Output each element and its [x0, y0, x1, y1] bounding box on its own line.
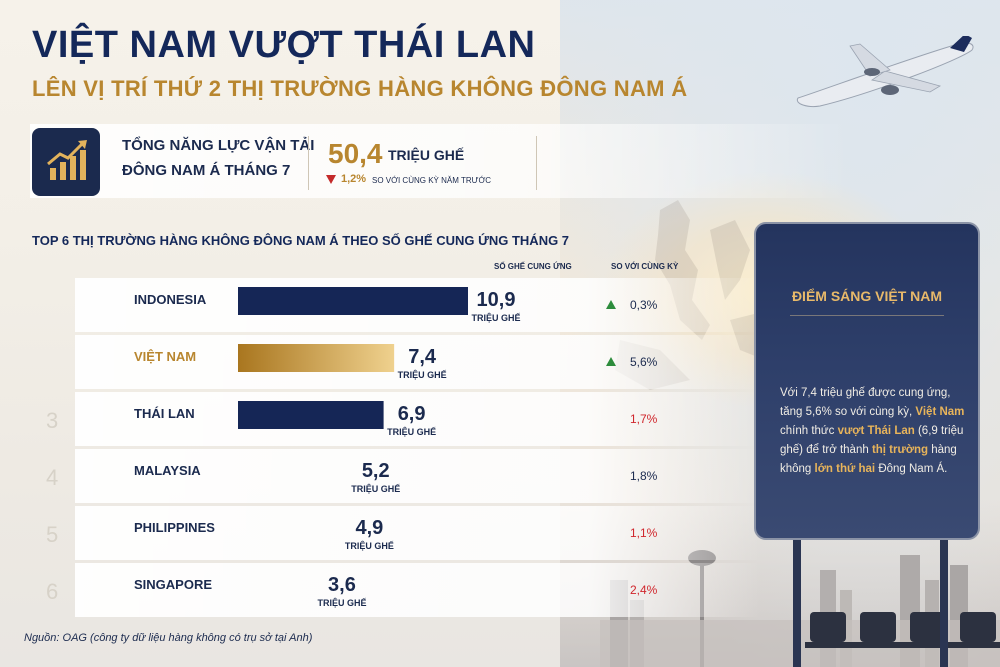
- panel-highlight-text: lớn thứ hai: [814, 463, 876, 475]
- change-label: 5,6%: [630, 355, 658, 369]
- panel-divider: [790, 315, 944, 316]
- chart-row-background: [75, 449, 760, 503]
- category-label: THÁI LAN: [134, 406, 195, 421]
- rank-label: 4: [46, 465, 58, 490]
- page-subtitle: LÊN VỊ TRÍ THỨ 2 THỊ TRƯỜNG HÀNG KHÔNG Đ…: [32, 76, 688, 101]
- value-label: 7,4: [408, 346, 437, 368]
- change-label: 2,4%: [630, 583, 658, 597]
- sign-post: [940, 540, 948, 667]
- capacity-unit: TRIỆU GHẾ: [388, 147, 465, 163]
- change-label: 1,1%: [630, 526, 658, 540]
- capacity-label-line2: ĐÔNG NAM Á THÁNG 7: [122, 162, 291, 179]
- value-label: 5,2: [362, 460, 390, 482]
- page-title: VIỆT NAM VƯỢT THÁI LAN: [32, 24, 536, 66]
- change-label: 0,3%: [630, 298, 658, 312]
- panel-body-text: (6,9 triệu ghế) để trở thành: [780, 425, 964, 456]
- unit-label: TRIỆU GHẾ: [387, 426, 436, 437]
- chart-row-background: [75, 506, 760, 560]
- rank-label: 6: [46, 579, 58, 604]
- capacity-label-line1: TỔNG NĂNG LỰC VẬN TẢI: [122, 137, 315, 154]
- column-header-change: SO VỚI CÙNG KỲ: [611, 262, 679, 271]
- category-label: INDONESIA: [134, 292, 207, 307]
- chart-row-background: [75, 392, 760, 446]
- rank-label: 3: [46, 408, 58, 433]
- rank-label: 5: [46, 522, 58, 547]
- chart-title: TOP 6 THỊ TRƯỜNG HÀNG KHÔNG ĐÔNG NAM Á T…: [32, 233, 570, 248]
- bar: [238, 287, 468, 315]
- change-label: 1,8%: [630, 469, 658, 483]
- unit-label: TRIỆU GHẾ: [471, 312, 520, 323]
- unit-label: TRIỆU GHẾ: [345, 540, 394, 551]
- panel-title: ĐIỂM SÁNG VIỆT NAM: [791, 288, 943, 304]
- unit-label: TRIỆU GHẾ: [317, 597, 366, 608]
- column-header-seats: SỐ GHẾ CUNG ỨNG: [494, 262, 572, 271]
- panel-body-text: Đông Nam Á.: [875, 463, 948, 475]
- change-label: 1,7%: [630, 412, 658, 426]
- value-label: 10,9: [477, 289, 516, 311]
- panel-body-text: Với 7,4 triệu ghế được cung ứng, tăng 5,…: [780, 387, 951, 418]
- value-label: 6,9: [398, 403, 426, 425]
- panel-body-text: chính thức: [780, 425, 838, 437]
- capacity-value: 50,4: [328, 138, 383, 169]
- divider: [308, 136, 309, 190]
- panel-highlight-text: vượt Thái Lan: [837, 425, 915, 437]
- category-label: VIỆT NAM: [134, 349, 196, 364]
- divider: [536, 136, 537, 190]
- bar: [238, 401, 384, 429]
- chart-row-background: [75, 563, 760, 617]
- capacity-box: [30, 124, 850, 198]
- down-arrow-icon: [326, 175, 336, 184]
- panel-highlight-text: Việt Nam: [915, 406, 965, 418]
- value-label: 3,6: [328, 574, 356, 596]
- panel-highlight-text: thị trường: [871, 444, 929, 456]
- unit-label: TRIỆU GHẾ: [398, 369, 447, 380]
- chart-row-background: [75, 335, 760, 389]
- growth-chart-icon: [32, 128, 100, 196]
- sign-post: [793, 540, 801, 667]
- category-label: PHILIPPINES: [134, 520, 215, 535]
- panel-body-text: hàng không: [780, 444, 957, 475]
- capacity-change: 1,2%: [341, 173, 367, 185]
- highlight-panel: [754, 222, 980, 540]
- category-label: MALAYSIA: [134, 463, 201, 478]
- up-arrow-icon: [606, 300, 616, 309]
- capacity-change-note: SO VỚI CÙNG KỲ NĂM TRƯỚC: [372, 176, 492, 185]
- value-label: 4,9: [355, 517, 383, 539]
- airplane-icon: [796, 36, 974, 107]
- panel-text: Với 7,4 triệu ghế được cung ứng, tăng 5,…: [780, 384, 970, 479]
- bar: [238, 344, 395, 372]
- up-arrow-icon: [606, 357, 616, 366]
- unit-label: TRIỆU GHẾ: [351, 483, 400, 494]
- category-label: SINGAPORE: [134, 577, 212, 592]
- source-note: Nguồn: OAG (công ty dữ liệu hàng không c…: [24, 632, 313, 644]
